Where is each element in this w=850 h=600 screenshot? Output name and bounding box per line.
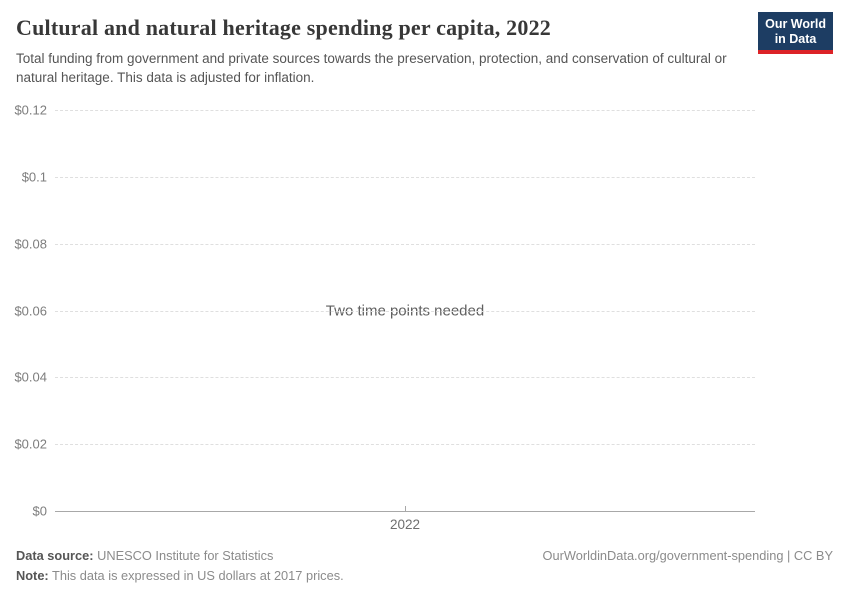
y-axis-tick-label: $0.02 bbox=[14, 436, 47, 452]
y-gridline bbox=[55, 310, 755, 312]
y-gridline bbox=[55, 110, 755, 111]
y-gridline bbox=[55, 444, 755, 446]
x-axis-line bbox=[55, 511, 755, 512]
note-value: This data is expressed in US dollars at … bbox=[48, 568, 344, 583]
x-axis-tick-mark bbox=[404, 506, 406, 511]
y-gridline bbox=[55, 243, 755, 245]
owid-logo-line2: in Data bbox=[774, 32, 817, 46]
owid-logo: Our World in Data bbox=[758, 12, 833, 54]
data-source-value: UNESCO Institute for Statistics bbox=[93, 548, 274, 563]
attribution-link[interactable]: OurWorldinData.org/government-spending |… bbox=[542, 548, 833, 563]
y-axis-tick-label: $0 bbox=[32, 503, 47, 519]
note-line: Note: This data is expressed in US dolla… bbox=[16, 566, 344, 586]
y-gridline bbox=[55, 377, 755, 379]
owid-logo-line1: Our World bbox=[765, 17, 826, 31]
x-axis-tick-label: 2022 bbox=[389, 517, 421, 532]
data-source-line: Data source: UNESCO Institute for Statis… bbox=[16, 546, 344, 566]
plot-area: Two time points needed $0 $0.02 $0.04 $0.06… bbox=[14, 103, 755, 532]
chart-title: Cultural and natural heritage spending p… bbox=[16, 15, 551, 40]
chart-subtitle: Total funding from government and privat… bbox=[16, 51, 727, 85]
note-label: Note: bbox=[16, 568, 49, 583]
footer-source-note: Data source: UNESCO Institute for Statis… bbox=[16, 546, 344, 586]
y-axis-tick-label: $0.1 bbox=[21, 169, 47, 185]
y-axis-tick-label: $0.08 bbox=[14, 236, 47, 252]
y-axis-tick-label: $0.04 bbox=[14, 369, 47, 385]
y-axis-tick-label: $0.06 bbox=[14, 303, 47, 318]
y-gridline bbox=[55, 176, 755, 178]
chart-footer: Data source: UNESCO Institute for Statis… bbox=[16, 546, 833, 586]
data-source-label: Data source: bbox=[16, 548, 94, 563]
chart-header: Cultural and natural heritage spending p… bbox=[16, 15, 754, 87]
y-axis-tick-label: $0.12 bbox=[14, 102, 47, 118]
